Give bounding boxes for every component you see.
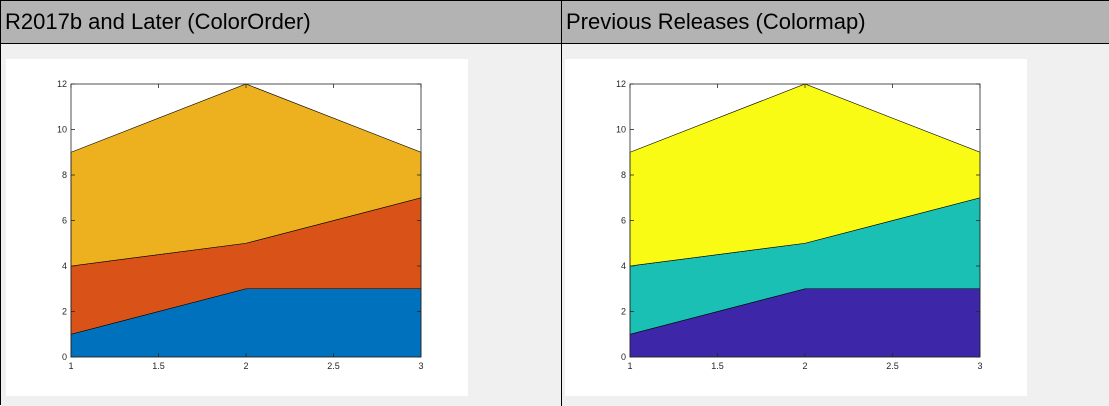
column-header-left: R2017b and Later (ColorOrder)	[1, 1, 561, 44]
y-tick-label: 0	[621, 352, 626, 362]
x-tick-label: 1	[627, 361, 632, 371]
x-tick-label: 1.5	[152, 361, 165, 371]
y-tick-label: 4	[62, 261, 67, 271]
y-tick-label: 12	[616, 79, 626, 89]
figure-cell-right: 1 1.5 2 2.5 3 0 2 4 6 8 10 12	[562, 44, 1109, 406]
column-colororder: R2017b and Later (ColorOrder) 1 1.5 2 2.5 3 0…	[1, 1, 562, 406]
y-tick-label: 6	[62, 216, 67, 226]
y-tick-label: 10	[57, 125, 67, 135]
x-tick-label: 3	[977, 361, 982, 371]
x-tick-label: 2	[243, 361, 248, 371]
x-tick-label: 2.5	[327, 361, 340, 371]
x-tick-label: 2.5	[886, 361, 899, 371]
column-colormap: Previous Releases (Colormap) 1 1.5 2 2.5 3 0 2…	[562, 1, 1109, 406]
x-tick-label: 1	[68, 361, 73, 371]
y-tick-label: 2	[621, 307, 626, 317]
y-tick-label: 0	[62, 352, 67, 362]
area-chart-colormap: 1 1.5 2 2.5 3 0 2 4 6 8 10 12	[616, 79, 983, 371]
figure-cell-left: 1 1.5 2 2.5 3 0 2 4 6 8 10 12	[1, 44, 561, 406]
y-tick-label: 6	[621, 216, 626, 226]
y-tick-label: 8	[621, 170, 626, 180]
x-tick-label: 3	[418, 361, 423, 371]
x-tick-label: 1.5	[711, 361, 724, 371]
figure-right: 1 1.5 2 2.5 3 0 2 4 6 8 10 12	[565, 59, 1027, 396]
y-tick-label: 12	[57, 79, 67, 89]
figure-left: 1 1.5 2 2.5 3 0 2 4 6 8 10 12	[6, 59, 468, 396]
y-tick-label: 10	[616, 125, 626, 135]
area-chart-colororder: 1 1.5 2 2.5 3 0 2 4 6 8 10 12	[57, 79, 424, 371]
y-tick-label: 8	[62, 170, 67, 180]
y-tick-label: 2	[62, 307, 67, 317]
y-tick-label: 4	[621, 261, 626, 271]
column-header-right: Previous Releases (Colormap)	[562, 1, 1109, 44]
x-tick-label: 2	[802, 361, 807, 371]
